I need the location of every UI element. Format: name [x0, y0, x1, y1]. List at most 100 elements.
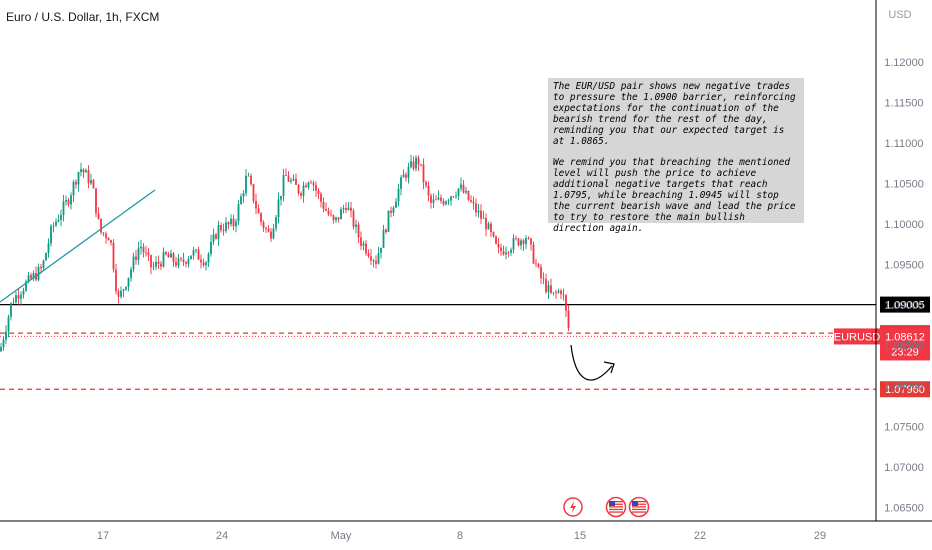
- candle-body: [485, 217, 487, 230]
- candle: [567, 304, 570, 332]
- flag-canton: [632, 501, 638, 506]
- candle: [97, 207, 100, 220]
- flash-bolt: [570, 501, 576, 513]
- candle: [452, 195, 455, 198]
- candle-body: [402, 174, 405, 178]
- candle: [352, 208, 355, 230]
- candle: [100, 218, 102, 235]
- candle-body: [182, 259, 185, 263]
- candle-body: [77, 172, 80, 185]
- candle: [357, 221, 360, 244]
- flag-canton: [609, 501, 615, 506]
- candle-body: [475, 203, 477, 213]
- candle-body: [565, 295, 567, 311]
- candle: [135, 249, 137, 265]
- candle-body: [377, 253, 380, 264]
- candle: [5, 325, 7, 345]
- candle-body: [370, 256, 372, 261]
- candle: [260, 212, 262, 226]
- candle-body: [5, 331, 7, 340]
- candle-body: [205, 262, 207, 266]
- candle: [235, 218, 237, 233]
- candle: [417, 155, 420, 172]
- candle: [425, 180, 427, 189]
- candle-body: [380, 247, 382, 254]
- candle-body: [90, 180, 92, 184]
- candle-body: [70, 195, 72, 205]
- candle-body: [112, 242, 115, 270]
- candle: [245, 169, 247, 197]
- candle: [392, 205, 395, 217]
- flag-stripe: [632, 503, 646, 505]
- x-tick-label: 8: [457, 530, 463, 542]
- candle: [45, 252, 47, 261]
- candle-body: [95, 188, 97, 214]
- candle: [170, 249, 172, 258]
- candle-body: [207, 253, 210, 263]
- candle: [262, 220, 265, 232]
- candle-body: [457, 188, 460, 196]
- candle-body: [427, 185, 430, 196]
- candle-body: [540, 266, 542, 279]
- candle: [562, 288, 565, 301]
- candle-body: [445, 201, 447, 205]
- analysis-note: The EUR/USD pair shows new negative trad…: [548, 78, 804, 234]
- candle-body: [160, 263, 162, 267]
- candle-body: [45, 252, 47, 261]
- candle: [312, 180, 315, 191]
- candle: [365, 240, 367, 256]
- candle: [510, 247, 512, 256]
- y-tick-label: 1.08500: [884, 341, 924, 353]
- candle-body: [535, 263, 537, 265]
- candle-body: [235, 221, 237, 227]
- candle-body: [62, 201, 65, 216]
- candle: [17, 288, 20, 306]
- candle-body: [212, 234, 215, 242]
- candle-body: [25, 281, 27, 291]
- candle: [142, 243, 145, 258]
- candle-body: [425, 182, 427, 186]
- candle-body: [267, 228, 270, 232]
- candle: [327, 207, 330, 217]
- candle: [355, 219, 357, 234]
- candle: [210, 235, 212, 257]
- candle-body: [280, 195, 282, 200]
- candle: [520, 238, 522, 250]
- candle: [435, 195, 437, 201]
- candle-body: [30, 275, 32, 279]
- candle: [415, 155, 417, 172]
- x-tick-label: 29: [814, 530, 826, 542]
- candle-body: [365, 243, 367, 254]
- candle-body: [147, 252, 150, 256]
- candle: [55, 218, 57, 228]
- candle-body: [107, 238, 110, 241]
- candle-body: [255, 200, 257, 209]
- candle: [322, 197, 325, 213]
- candle: [307, 181, 310, 190]
- candle-body: [432, 199, 435, 203]
- candle-body: [72, 181, 75, 196]
- candle: [47, 238, 50, 258]
- candle-body: [472, 201, 475, 204]
- flag-stripe: [609, 503, 623, 505]
- candle: [165, 250, 167, 256]
- candle: [390, 206, 392, 218]
- candle-body: [342, 208, 345, 210]
- candle-body: [137, 248, 140, 260]
- candle-body: [272, 228, 275, 239]
- candle: [530, 237, 532, 251]
- candle-body: [302, 185, 305, 196]
- candle: [515, 235, 517, 241]
- candle-body: [135, 256, 137, 260]
- candle: [367, 249, 370, 259]
- candle-body: [285, 175, 287, 176]
- x-tick-label: 17: [97, 530, 109, 542]
- candle-body: [387, 210, 390, 232]
- candle: [175, 256, 177, 268]
- candle: [450, 195, 452, 206]
- candle: [495, 235, 497, 245]
- candle: [295, 173, 297, 186]
- symbol-label: EURUSD: [834, 331, 881, 343]
